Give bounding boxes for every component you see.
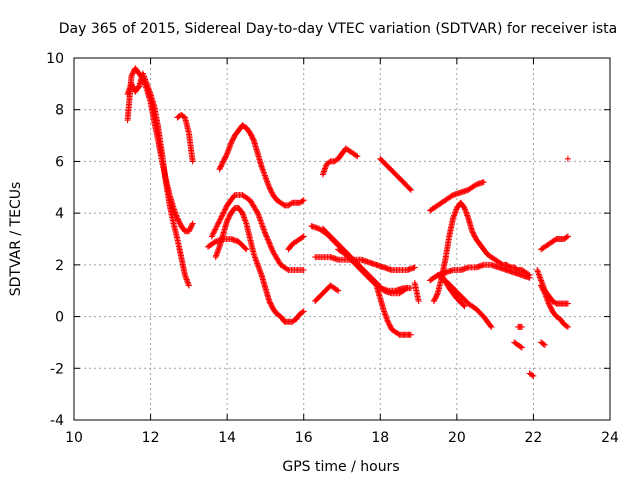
x-tick-label: 14 xyxy=(218,430,236,446)
data-point-markers xyxy=(285,233,307,253)
series-arc-27 xyxy=(538,282,571,330)
x-tick-labels: 10 12 14 16 18 20 22 24 xyxy=(65,430,619,446)
data-point-markers xyxy=(438,272,468,310)
series-arc-24 xyxy=(526,370,537,379)
y-tick-label: 10 xyxy=(46,51,64,67)
x-tick-label: 24 xyxy=(601,430,619,446)
series-arc-16 xyxy=(411,280,422,305)
chart-title: Day 365 of 2015, Sidereal Day-to-day VTE… xyxy=(59,21,617,37)
y-tick-label: -2 xyxy=(50,361,64,377)
series-arc-14 xyxy=(312,282,342,305)
data-point-markers xyxy=(377,155,414,193)
data-point-markers xyxy=(430,199,533,305)
data-point-markers xyxy=(216,122,307,209)
x-tick-label: 10 xyxy=(65,430,83,446)
series-arc-28 xyxy=(538,339,548,348)
x-tick-label: 20 xyxy=(448,430,466,446)
x-tick-label: 18 xyxy=(371,430,389,446)
data-point-markers xyxy=(124,70,192,289)
y-tick-label: -4 xyxy=(50,413,64,429)
series-arc-29 xyxy=(564,155,571,162)
y-tick-label: 4 xyxy=(55,206,64,222)
x-axis-label: GPS time / hours xyxy=(282,459,399,475)
data-point-markers xyxy=(538,233,571,253)
data-points xyxy=(124,65,571,379)
y-tick-label: 6 xyxy=(55,154,64,170)
data-point-markers xyxy=(511,339,525,351)
series-arc-22 xyxy=(511,339,525,351)
y-tick-labels: -4 -2 0 2 4 6 8 10 xyxy=(46,51,64,429)
data-point-markers xyxy=(205,236,250,253)
series-arc-7 xyxy=(216,122,307,209)
series-arc-18 xyxy=(427,179,487,214)
data-point-markers xyxy=(538,339,548,348)
y-axis-label: SDTVAR / TECUs xyxy=(8,182,24,297)
y-tick-label: 2 xyxy=(55,258,64,274)
series-arc-4 xyxy=(208,192,307,273)
series-arc-25 xyxy=(538,233,571,253)
data-point-markers xyxy=(174,111,196,165)
series-arc-13 xyxy=(335,246,414,338)
x-tick-label: 12 xyxy=(142,430,160,446)
plot-frame xyxy=(73,57,611,421)
data-point-markers xyxy=(526,370,537,379)
data-point-markers xyxy=(564,155,571,162)
series-arc-3 xyxy=(174,111,196,165)
series-arc-9 xyxy=(319,145,361,178)
x-tick-label: 22 xyxy=(525,430,543,446)
series-arc-6 xyxy=(205,236,250,253)
series-arc-2 xyxy=(124,70,192,289)
series-arc-23 xyxy=(515,323,525,330)
data-point-markers xyxy=(411,280,422,305)
grid-lines xyxy=(74,58,610,420)
data-point-markers xyxy=(515,323,525,330)
data-point-markers xyxy=(427,179,487,214)
data-point-markers xyxy=(208,192,307,273)
x-tick-label: 16 xyxy=(295,430,313,446)
data-point-markers xyxy=(312,282,342,305)
data-point-markers xyxy=(538,282,571,330)
series-arc-19 xyxy=(430,199,533,305)
y-tick-label: 0 xyxy=(55,310,64,326)
data-point-markers xyxy=(335,246,414,338)
axis-ticks xyxy=(73,57,611,421)
series-arc-21 xyxy=(438,272,468,310)
y-tick-label: 8 xyxy=(55,103,64,119)
data-point-markers xyxy=(212,205,307,325)
data-point-markers xyxy=(319,145,361,178)
series-arc-15 xyxy=(377,155,414,193)
series-arc-5 xyxy=(212,205,307,325)
series-arc-8 xyxy=(285,233,307,253)
